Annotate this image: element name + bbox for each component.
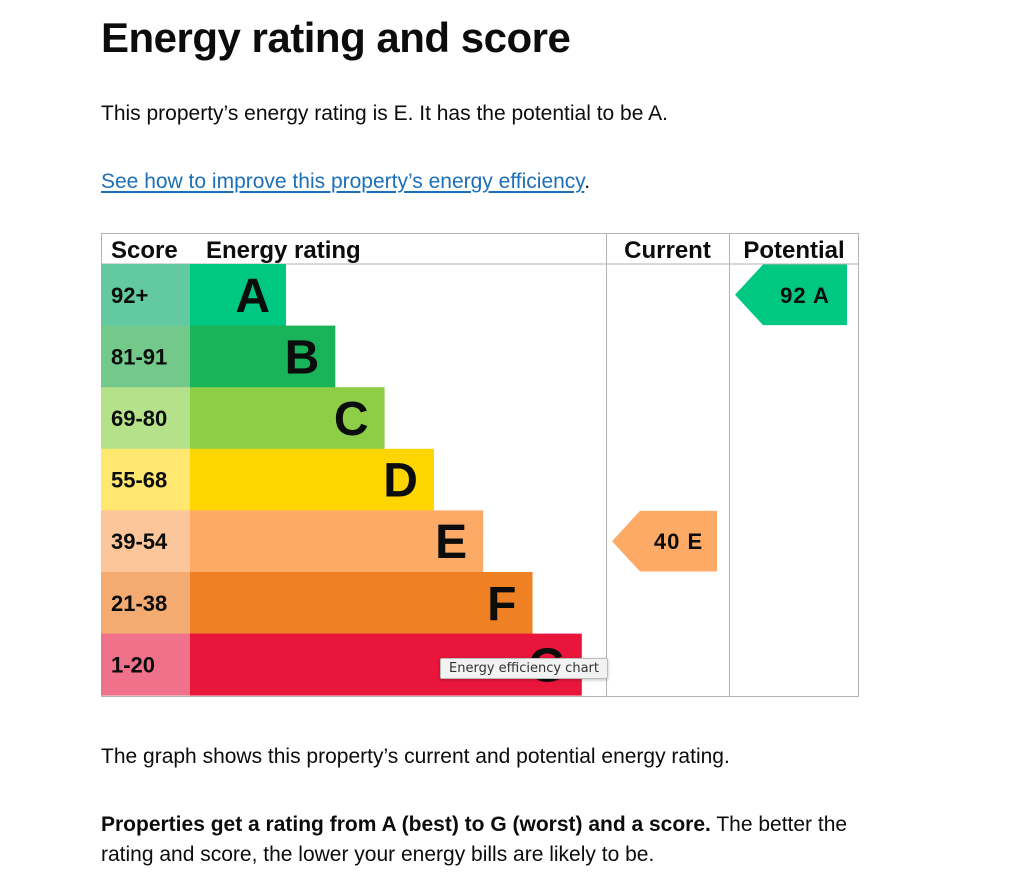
energy-efficiency-chart: Score Energy rating Current Potential 92+ A 81…	[101, 233, 859, 697]
score-range-a: 92+	[111, 283, 148, 308]
rating-letter-e: E	[435, 516, 467, 569]
graph-description: The graph shows this property’s current …	[101, 745, 730, 768]
potential-arrow	[735, 264, 847, 326]
rating-bar-b	[190, 325, 336, 388]
rating-letter-d: D	[383, 455, 418, 508]
rating-bar-c	[190, 387, 385, 450]
score-header: Score	[111, 237, 178, 264]
rating-bar-a	[190, 264, 286, 326]
current-rating-label: 40 E	[654, 529, 703, 554]
score-range-b: 81-91	[111, 344, 167, 369]
rating-explanation-bold: Properties get a rating from A (best) to…	[101, 813, 711, 836]
rating-letter-f: F	[487, 578, 516, 631]
improve-efficiency-link[interactable]: See how to improve this property’s energ…	[101, 170, 585, 193]
rating-bar-d	[190, 448, 434, 511]
page-title: Energy rating and score	[101, 14, 571, 61]
current-header: Current	[624, 237, 711, 264]
score-cell-c	[101, 387, 190, 450]
score-cell-f	[101, 572, 190, 634]
energy-rating-header: Energy rating	[206, 237, 361, 264]
rating-bar-f	[190, 572, 533, 634]
score-range-d: 55-68	[111, 468, 167, 493]
score-range-f: 21-38	[111, 591, 167, 616]
rating-bar-e	[190, 510, 484, 573]
link-period: .	[584, 170, 591, 193]
improve-link-line: See how to improve this property’s energ…	[101, 167, 590, 197]
score-cell-e	[101, 510, 190, 573]
rating-letter-b: B	[285, 331, 320, 384]
energy-chart-svg: Score Energy rating Current Potential 92+ A 81…	[101, 233, 859, 697]
current-arrow	[612, 510, 717, 572]
chart-tooltip: Energy efficiency chart	[440, 658, 608, 679]
rating-letter-c: C	[334, 393, 369, 446]
rating-explanation: Properties get a rating from A (best) to…	[101, 810, 861, 870]
rating-explanation-rest: The better the rating and score, the low…	[101, 813, 848, 866]
score-cell-d	[101, 448, 190, 511]
intro-text: This property’s energy rating is E. It h…	[101, 102, 668, 125]
score-cell-a	[101, 264, 190, 326]
score-range-g: 1-20	[111, 652, 155, 677]
score-range-c: 69-80	[111, 406, 167, 431]
score-cell-g	[101, 633, 190, 696]
potential-header: Potential	[743, 237, 844, 264]
score-range-e: 39-54	[111, 529, 168, 554]
potential-rating-label: 92 A	[780, 283, 830, 308]
rating-letter-a: A	[235, 270, 270, 323]
score-cell-b	[101, 325, 190, 388]
